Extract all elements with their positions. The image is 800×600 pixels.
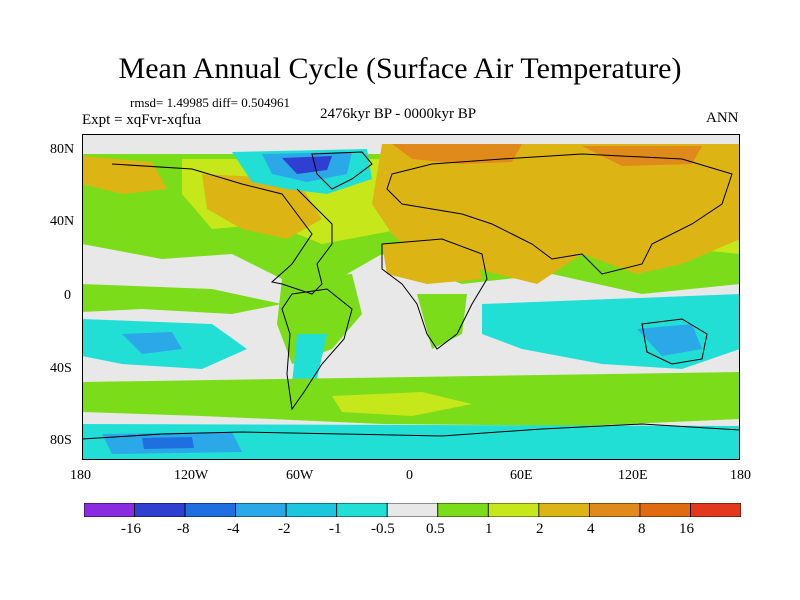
siberia-warm-mid [582,146,702,166]
colorbar-label: -16 [121,521,141,537]
colorbar-label: -1 [329,521,342,537]
lon-tick-label: 60W [286,468,314,483]
colorbar-box [639,503,691,517]
experiment-label: Expt = xqFvr-xqfua [82,112,201,128]
arctic-warm-mid [392,144,522,164]
pacific-northeast-warm [82,156,167,194]
colorbar-box [588,503,641,517]
greenland-cooling-large [282,156,332,174]
season-label: ANN [706,110,739,126]
colorbar [84,503,741,517]
colorbar-box [690,503,741,517]
south-pacific-cool-mid [122,332,182,354]
greenland-coast [311,151,373,190]
south-america-cool [292,334,327,384]
period-label: 2476kyr BP - 0000kyr BP [320,106,477,122]
colorbar-box [285,503,338,517]
southern-ocean-yellow [332,392,472,416]
south-america-coast [281,288,353,411]
lat-tick-label: 80N [50,142,75,157]
temperature-anomaly-map [82,134,740,460]
map-title: Mean Annual Cycle (Surface Air Temperatu… [118,52,682,85]
colorbar-label: -0.5 [371,521,395,537]
colorbar-box [538,503,590,517]
colorbar-box [184,503,237,517]
colorbar-box [437,503,489,517]
statistics-label: rmsd= 1.49985 diff= 0.504961 [130,95,290,110]
tropical-pacific-green [82,284,282,314]
lon-tick-label: 120W [174,468,209,483]
north-america-coast [111,163,333,295]
australia-cool-mid [637,324,702,356]
eurasia-coast [386,153,733,275]
lat-tick-label: 40N [50,214,75,229]
colorbar-label: 0.5 [426,521,445,537]
antarctic-cool-large [142,437,194,449]
colorbar-box [84,503,135,517]
colorbar-label: 1 [485,521,493,537]
lon-tick-label: 180 [730,468,751,483]
colorbar-label: 2 [536,521,544,537]
antarctica-coast [82,423,740,440]
colorbar-label: -8 [177,521,190,537]
lat-tick-label: 80S [50,433,72,448]
colorbar-label: 4 [587,521,595,537]
colorbar-box [336,503,388,517]
colorbar-label: 16 [679,521,694,537]
colorbar-label: 8 [638,521,646,537]
lon-tick-label: 60E [510,468,533,483]
north-america-warm-large [202,174,322,239]
lat-tick-label: 0 [64,288,71,303]
colorbar-label: -4 [227,521,240,537]
colorbar-box [386,503,439,517]
southern-africa-green [417,294,467,349]
coastlines [82,151,740,440]
africa-coast [381,238,488,350]
lon-tick-label: 120E [618,468,648,483]
lat-tick-label: 40S [50,361,72,376]
antarctic-cool [82,424,740,460]
colorbar-box [235,503,287,517]
lon-tick-label: 0 [406,468,413,483]
australia-coast [641,318,708,365]
colorbar-box [487,503,540,517]
lon-tick-label: 180 [70,468,91,483]
sahara-warm-large [382,242,482,284]
colorbar-box [134,503,186,517]
colorbar-label: -2 [278,521,291,537]
